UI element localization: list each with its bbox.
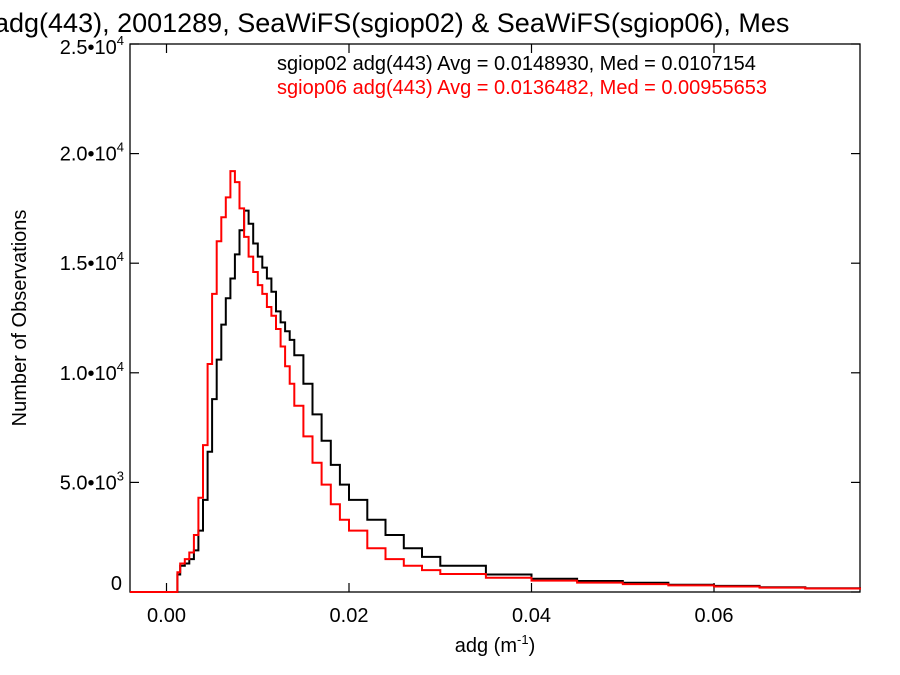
y-tick-label: 1.0•104 [60,359,124,385]
x-axis-label: adg (m-1) [455,632,535,657]
x-tick-label: 0.04 [512,605,551,627]
series-line-sgiop02 [130,209,861,593]
y-tick-label: 2.5•104 [60,33,124,59]
y-tick-label: 1.5•104 [60,249,124,275]
x-tick-label: 0.00 [147,605,186,627]
y-axis-label: Number of Observations [9,210,31,427]
y-tick-label: 5.0•103 [60,468,124,494]
legend-entry-sgiop06: sgiop06 adg(443) Avg = 0.0136482, Med = … [277,77,767,99]
x-tick-label: 0.06 [695,605,734,627]
y-tick-label: 0 [111,573,122,595]
legend-entry-sgiop02: sgiop02 adg(443) Avg = 0.0148930, Med = … [277,53,756,75]
series-line-sgiop06 [130,170,861,593]
x-axis-ticks: 0.00 0.02 0.04 0.06 [147,44,733,627]
x-tick-label: 0.02 [330,605,369,627]
y-tick-label: 2.0•104 [60,140,124,166]
series-layer [130,170,861,593]
y-axis-ticks: 0 5.0•103 1.0•104 1.5•104 2.0•104 2.5•104 [60,33,860,595]
plot-frame [129,43,861,593]
chart-title: adg(443), 2001289, SeaWiFS(sgiop02) & Se… [0,8,789,38]
